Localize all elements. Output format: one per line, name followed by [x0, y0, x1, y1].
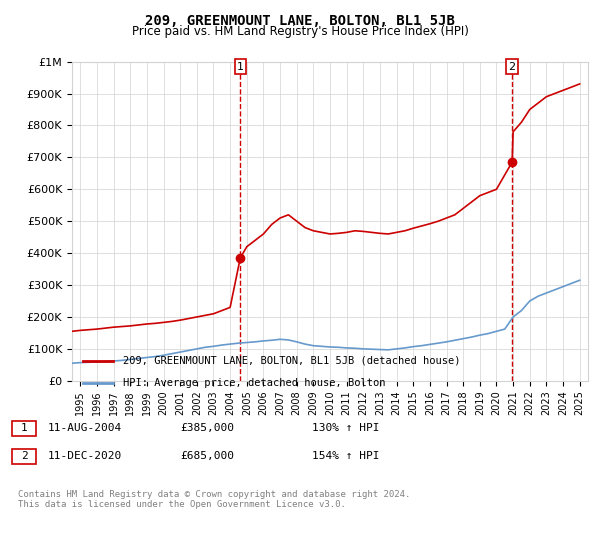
Text: 209, GREENMOUNT LANE, BOLTON, BL1 5JB: 209, GREENMOUNT LANE, BOLTON, BL1 5JB — [145, 14, 455, 28]
Text: 1: 1 — [20, 423, 28, 433]
Text: 2: 2 — [20, 451, 28, 461]
Text: 11-AUG-2004: 11-AUG-2004 — [48, 423, 122, 433]
Text: 209, GREENMOUNT LANE, BOLTON, BL1 5JB (detached house): 209, GREENMOUNT LANE, BOLTON, BL1 5JB (d… — [124, 356, 461, 366]
Text: 2: 2 — [509, 62, 515, 72]
Text: £385,000: £385,000 — [180, 423, 234, 433]
Text: 130% ↑ HPI: 130% ↑ HPI — [312, 423, 380, 433]
Text: 11-DEC-2020: 11-DEC-2020 — [48, 451, 122, 461]
Text: Price paid vs. HM Land Registry's House Price Index (HPI): Price paid vs. HM Land Registry's House … — [131, 25, 469, 38]
Text: Contains HM Land Registry data © Crown copyright and database right 2024.: Contains HM Land Registry data © Crown c… — [18, 490, 410, 499]
Text: £685,000: £685,000 — [180, 451, 234, 461]
Text: 154% ↑ HPI: 154% ↑ HPI — [312, 451, 380, 461]
Text: 1: 1 — [237, 62, 244, 72]
Text: This data is licensed under the Open Government Licence v3.0.: This data is licensed under the Open Gov… — [18, 500, 346, 508]
Text: HPI: Average price, detached house, Bolton: HPI: Average price, detached house, Bolt… — [124, 378, 386, 388]
